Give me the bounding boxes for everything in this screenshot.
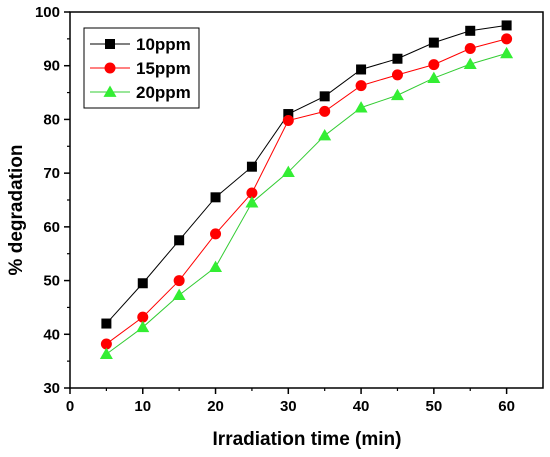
y-tick-label: 80	[43, 111, 60, 128]
data-point	[209, 260, 223, 273]
data-point	[428, 37, 439, 48]
legend-label: 20ppm	[136, 83, 191, 102]
legend-marker	[105, 39, 115, 49]
data-point	[391, 69, 403, 81]
y-tick-label: 50	[43, 273, 60, 290]
legend-label: 15ppm	[136, 59, 191, 78]
data-point	[355, 80, 367, 92]
x-axis-title: Irradiation time (min)	[213, 429, 402, 450]
data-point	[500, 46, 514, 59]
data-point	[137, 311, 149, 323]
y-tick-label: 60	[43, 219, 60, 236]
series-20ppm	[99, 46, 514, 360]
y-tick-label: 40	[43, 326, 60, 343]
legend-marker	[103, 85, 117, 97]
data-point	[319, 105, 331, 117]
series-line	[106, 38, 507, 345]
y-tick-label: 90	[43, 58, 60, 75]
data-point	[245, 196, 259, 208]
data-point	[390, 88, 404, 101]
series-group	[99, 20, 514, 360]
y-tick-label: 30	[43, 380, 60, 397]
y-axis-title: % degradation	[6, 145, 27, 276]
data-point	[246, 161, 257, 172]
x-tick-label: 30	[280, 398, 297, 415]
data-point	[99, 347, 113, 360]
series-15ppm	[100, 33, 513, 350]
data-point	[501, 33, 513, 45]
data-point	[428, 59, 440, 71]
x-tick-label: 10	[134, 398, 151, 415]
data-point	[501, 20, 512, 31]
data-point	[319, 91, 330, 102]
data-point	[101, 318, 112, 329]
data-point	[465, 25, 476, 36]
data-point	[354, 101, 368, 113]
axes-group: 0 10 20 30 40 50 60 30 40 50 60 70 80 90 100	[35, 4, 544, 415]
data-point	[427, 71, 441, 83]
data-point	[136, 320, 150, 333]
data-point	[173, 275, 185, 287]
data-point	[356, 64, 367, 75]
y-tick-label: 100	[35, 4, 60, 21]
data-point	[174, 235, 185, 246]
data-point	[137, 278, 148, 289]
data-point	[464, 43, 476, 55]
data-point	[246, 187, 258, 199]
data-point	[210, 228, 222, 240]
data-point	[172, 288, 186, 300]
y-tick-label: 70	[43, 165, 60, 182]
data-point	[283, 109, 294, 120]
data-point	[392, 53, 403, 64]
x-tick-label: 50	[426, 398, 443, 415]
series-10ppm	[101, 20, 512, 329]
legend-label: 10ppm	[136, 35, 191, 54]
data-point	[463, 57, 477, 69]
data-point	[318, 129, 332, 141]
legend-marker	[104, 62, 116, 74]
series-line	[106, 52, 507, 355]
data-point	[281, 165, 295, 177]
x-tick-label: 60	[498, 398, 515, 415]
x-tick-label: 0	[66, 398, 74, 415]
x-tick-label: 40	[353, 398, 370, 415]
data-point	[100, 338, 112, 350]
data-point	[210, 192, 221, 203]
series-line	[106, 24, 507, 324]
legend: 10ppm 15ppm 20ppm	[83, 27, 200, 109]
data-point	[282, 115, 294, 127]
x-tick-label: 20	[207, 398, 224, 415]
